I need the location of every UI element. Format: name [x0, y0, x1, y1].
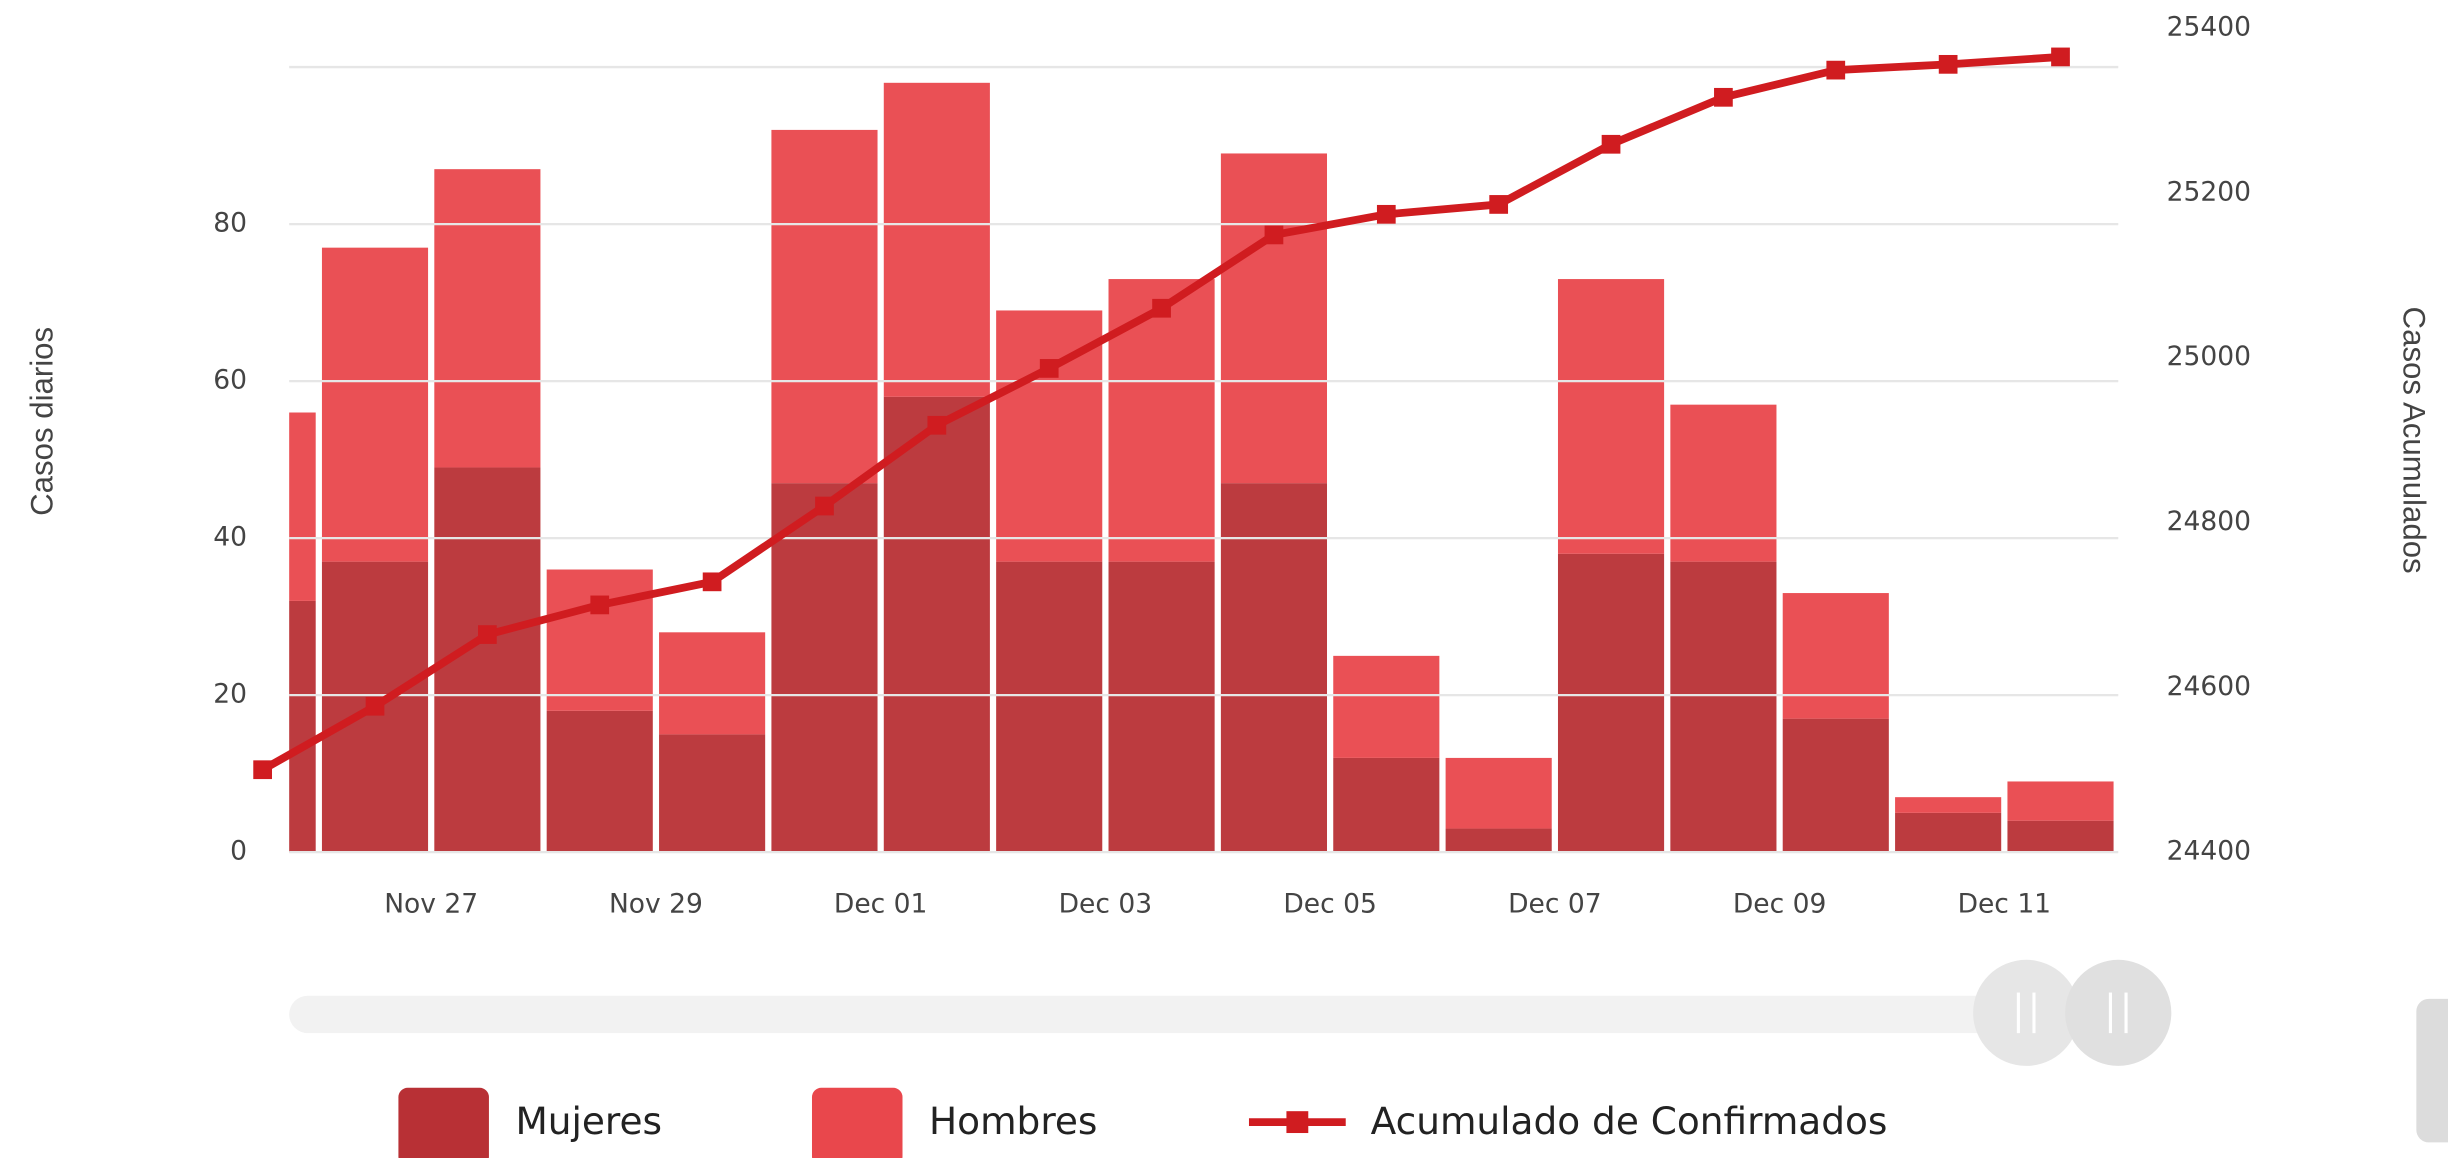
bar [546, 569, 653, 711]
y2-tick-label: 24800 [2167, 506, 2251, 537]
bar [771, 483, 878, 853]
line-marker [1264, 225, 1284, 245]
x-tick-label: Dec 09 [1733, 889, 1826, 920]
y2-axis-title: Casos Acumulados [2396, 307, 2431, 574]
line-marker [2051, 47, 2070, 67]
bar [659, 632, 766, 735]
x-tick-label: Dec 03 [1059, 889, 1152, 920]
line-marker [1601, 134, 1621, 154]
navigator-track[interactable] [289, 995, 2170, 1034]
bar [996, 561, 1103, 853]
bar [1333, 655, 1440, 758]
legend-label: Acumulado de Confirmados [1371, 1099, 1888, 1143]
line-marker [1152, 298, 1171, 318]
navigator-handle[interactable] [1973, 959, 2080, 1066]
bar [1557, 279, 1665, 554]
bar [1782, 718, 1889, 853]
bar [546, 710, 653, 853]
x-tick-label: Nov 27 [384, 889, 478, 920]
x-tick-label: Dec 11 [1958, 889, 2051, 920]
bar [1220, 153, 1328, 484]
legend-symbol [1286, 1111, 1309, 1134]
legend-swatch [398, 1087, 489, 1158]
y-tick-label: 40 [213, 522, 247, 553]
y-tick-label: 80 [213, 208, 247, 239]
bar [321, 247, 429, 562]
bar [1108, 279, 1215, 562]
line-marker [1826, 60, 1846, 80]
line-marker [815, 496, 834, 516]
bar [434, 169, 541, 468]
bar [1782, 593, 1889, 719]
y-tick-label: 60 [213, 365, 247, 396]
line-marker [590, 595, 610, 615]
line-marker [253, 760, 273, 780]
bar [289, 412, 316, 601]
x-tick-label: Dec 01 [834, 889, 927, 920]
y2-tick-label: 25400 [2167, 12, 2251, 43]
bar [1557, 553, 1665, 853]
bar [2007, 781, 2114, 821]
legend-label: Mujeres [515, 1099, 662, 1143]
line-marker [1938, 54, 1958, 74]
line-marker [702, 572, 722, 592]
line-marker [1489, 195, 1509, 214]
side-button[interactable] [2416, 998, 2448, 1143]
bar [1895, 797, 2002, 813]
y-tick-label: 0 [230, 836, 247, 867]
line-marker [1039, 359, 1059, 378]
bar [883, 82, 990, 397]
bar [771, 129, 878, 484]
bar [1670, 404, 1777, 562]
line-marker [1376, 204, 1396, 224]
y2-tick-label: 24600 [2167, 671, 2251, 702]
bar [1670, 561, 1777, 853]
bar [883, 396, 990, 853]
bar [1445, 828, 1552, 853]
legend-label: Hombres [929, 1099, 1097, 1143]
bar [1108, 561, 1215, 853]
line-marker [478, 625, 497, 644]
bar [659, 734, 766, 853]
bar [1333, 757, 1440, 853]
legend-swatch [811, 1087, 903, 1158]
x-tick-label: Dec 05 [1283, 889, 1376, 920]
y-tick-label: 20 [213, 679, 247, 710]
bar [289, 600, 316, 853]
bar [1895, 812, 2002, 853]
line-marker [1714, 87, 1733, 107]
bar [1220, 483, 1328, 853]
y2-tick-label: 24400 [2167, 836, 2251, 867]
y2-tick-label: 25000 [2167, 341, 2251, 372]
line-marker [927, 415, 947, 435]
line-marker [365, 696, 385, 716]
x-tick-label: Nov 29 [609, 889, 703, 920]
bar [1445, 757, 1552, 829]
bar [2007, 820, 2114, 853]
plot-area [289, 82, 2114, 853]
y-axis-title: Casos diarios [24, 327, 59, 516]
y2-tick-label: 25200 [2167, 176, 2251, 207]
x-tick-label: Dec 07 [1508, 889, 1601, 920]
navigator-handle[interactable] [2065, 959, 2172, 1066]
